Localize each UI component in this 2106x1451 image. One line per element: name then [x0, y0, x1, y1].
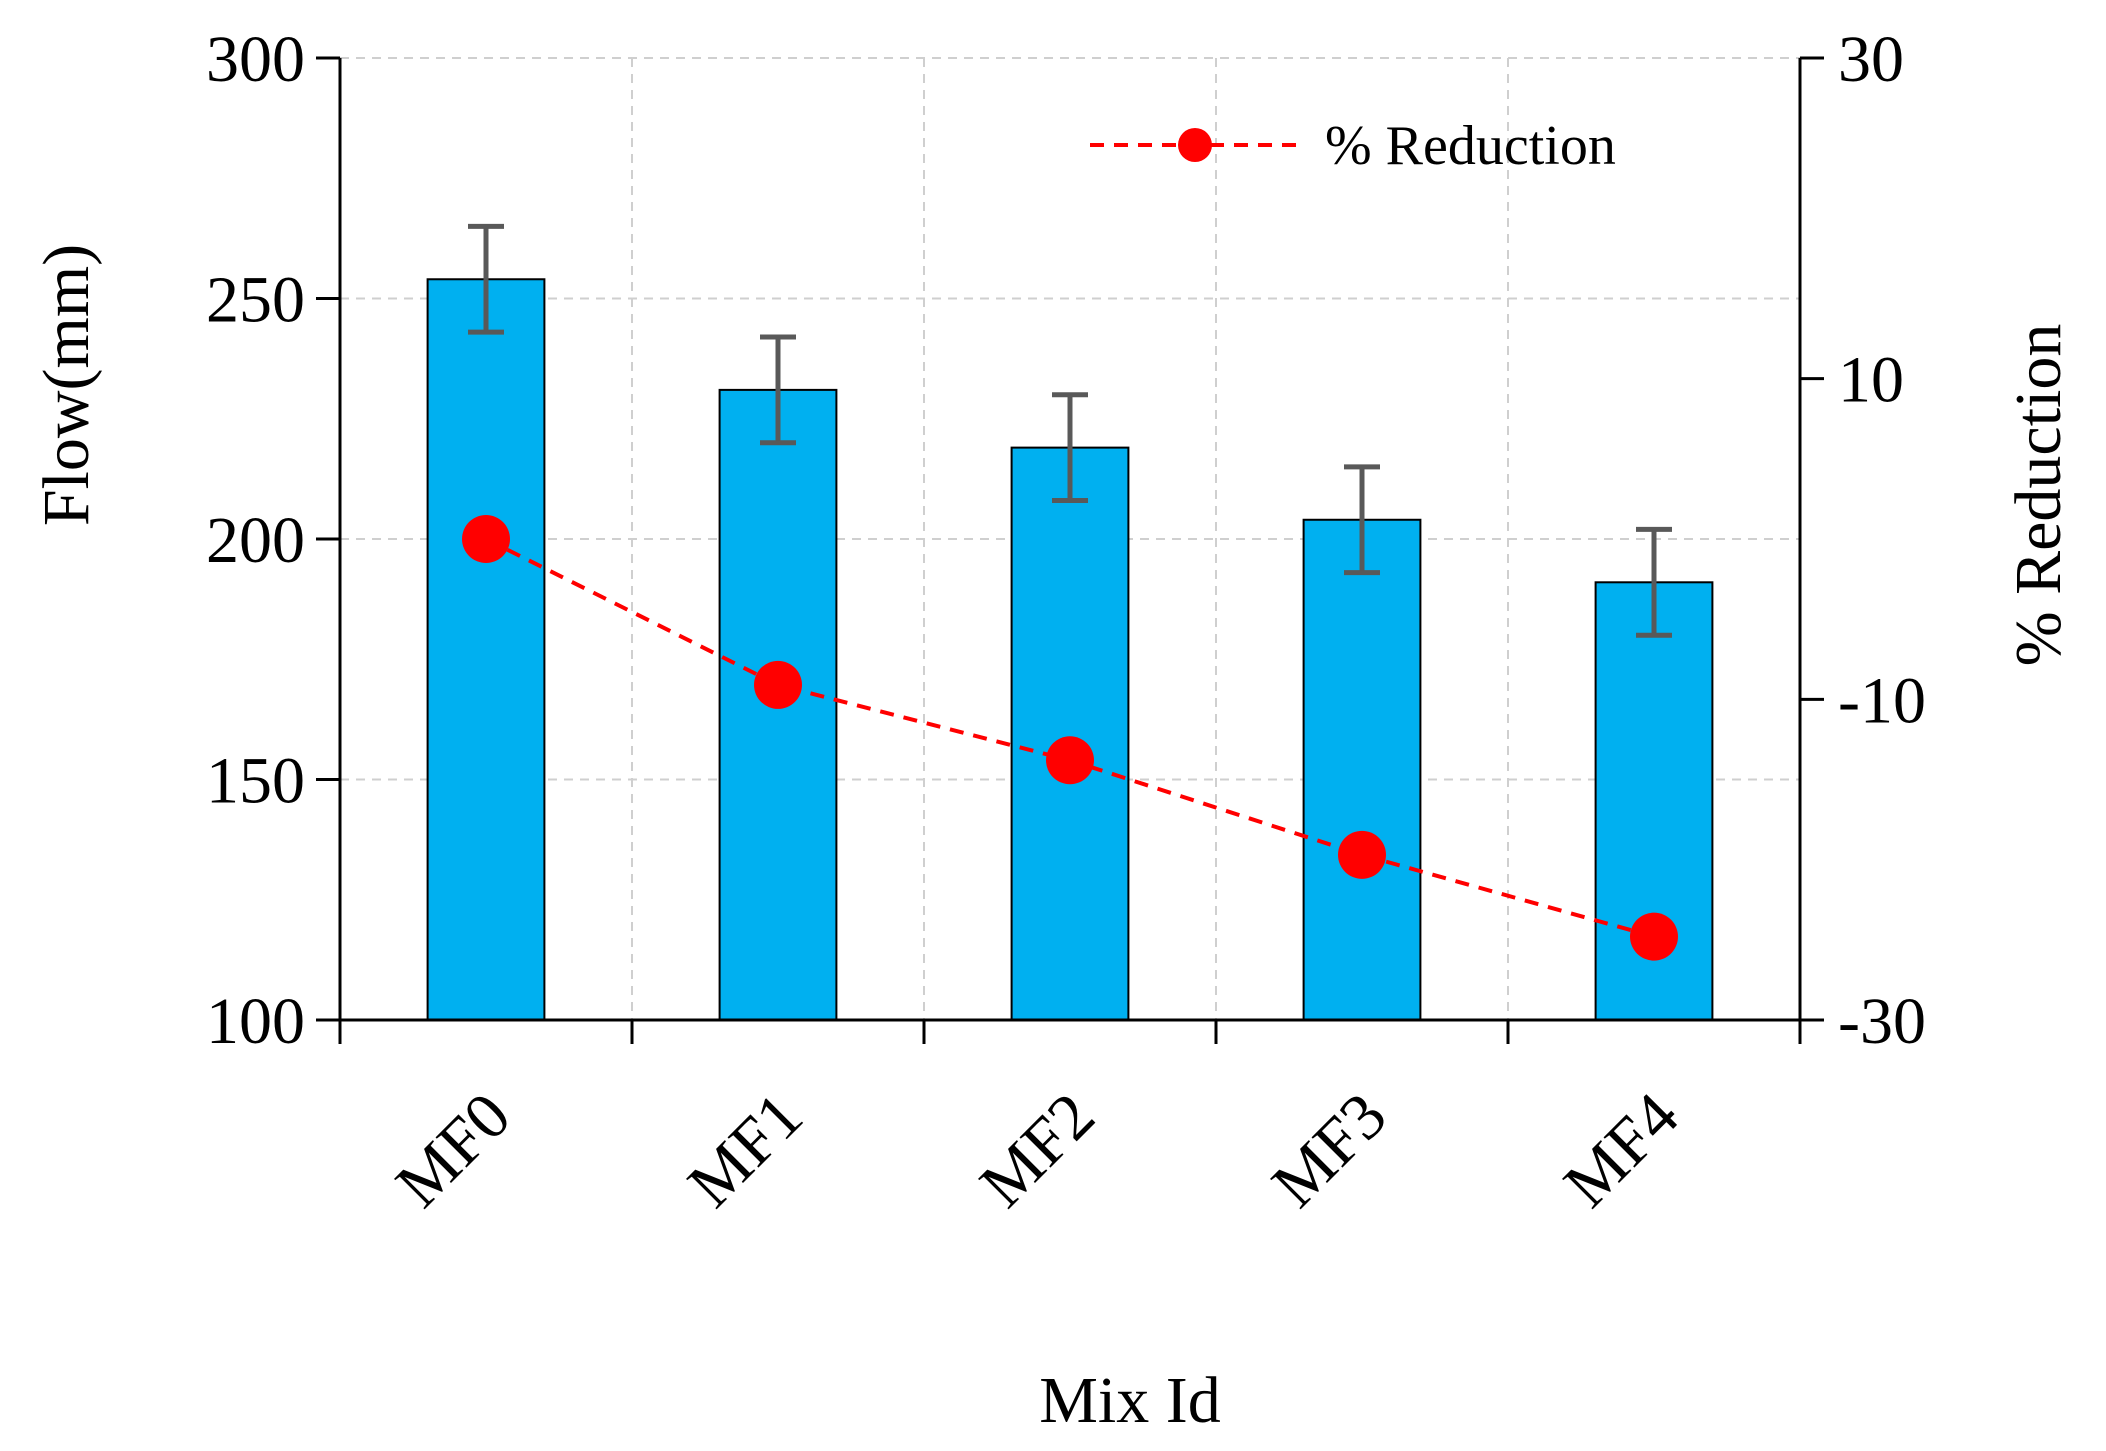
error-bar-mf3: [1344, 464, 1380, 576]
reduction-point-mf4: [1630, 912, 1678, 961]
y-tick-label: 100: [206, 985, 305, 1058]
x-tick-label-mf1: MF1: [674, 1079, 816, 1221]
error-bars: [468, 223, 1672, 638]
reduction-point-mf1: [754, 660, 802, 709]
legend: % Reduction: [1090, 115, 1616, 177]
x-axis-title: Mix Id: [1039, 1364, 1221, 1437]
grid: [340, 57, 1800, 1020]
error-bar-mf4: [1636, 526, 1672, 638]
y-tick-label: 200: [206, 504, 305, 577]
x-tick-label-mf2: MF2: [966, 1079, 1108, 1221]
reduction-point-mf2: [1046, 736, 1094, 785]
reduction-point-mf0: [462, 515, 510, 563]
y-tick-label: 300: [206, 23, 305, 96]
bar-mf3: [1302, 518, 1422, 1021]
y2-axis-title: % Reduction: [2002, 324, 2075, 667]
legend-marker: [1178, 128, 1212, 162]
error-bar-mf1: [760, 334, 796, 446]
y-tick-label: 250: [206, 264, 305, 337]
y2-tick-label: -30: [1838, 985, 1926, 1058]
y-tick-label: 150: [206, 745, 305, 818]
bars: [426, 278, 1714, 1021]
y2-tick-label: 30: [1838, 23, 1904, 96]
x-tick-label-mf4: MF4: [1550, 1079, 1692, 1221]
y2-tick-label: 10: [1838, 344, 1904, 417]
legend-label: % Reduction: [1325, 115, 1616, 177]
error-bar-mf0: [468, 223, 504, 335]
reduction-series: [462, 515, 1678, 961]
x-tick-label-mf3: MF3: [1258, 1079, 1400, 1221]
x-tick-label-mf0: MF0: [382, 1079, 524, 1221]
error-bar-mf2: [1052, 392, 1088, 504]
reduction-point-mf3: [1338, 830, 1386, 879]
bar-mf2: [1010, 446, 1130, 1021]
y-axis-title: Flow(mm): [30, 244, 103, 526]
y2-tick-label: -10: [1838, 664, 1926, 737]
bar-mf0: [426, 278, 546, 1021]
